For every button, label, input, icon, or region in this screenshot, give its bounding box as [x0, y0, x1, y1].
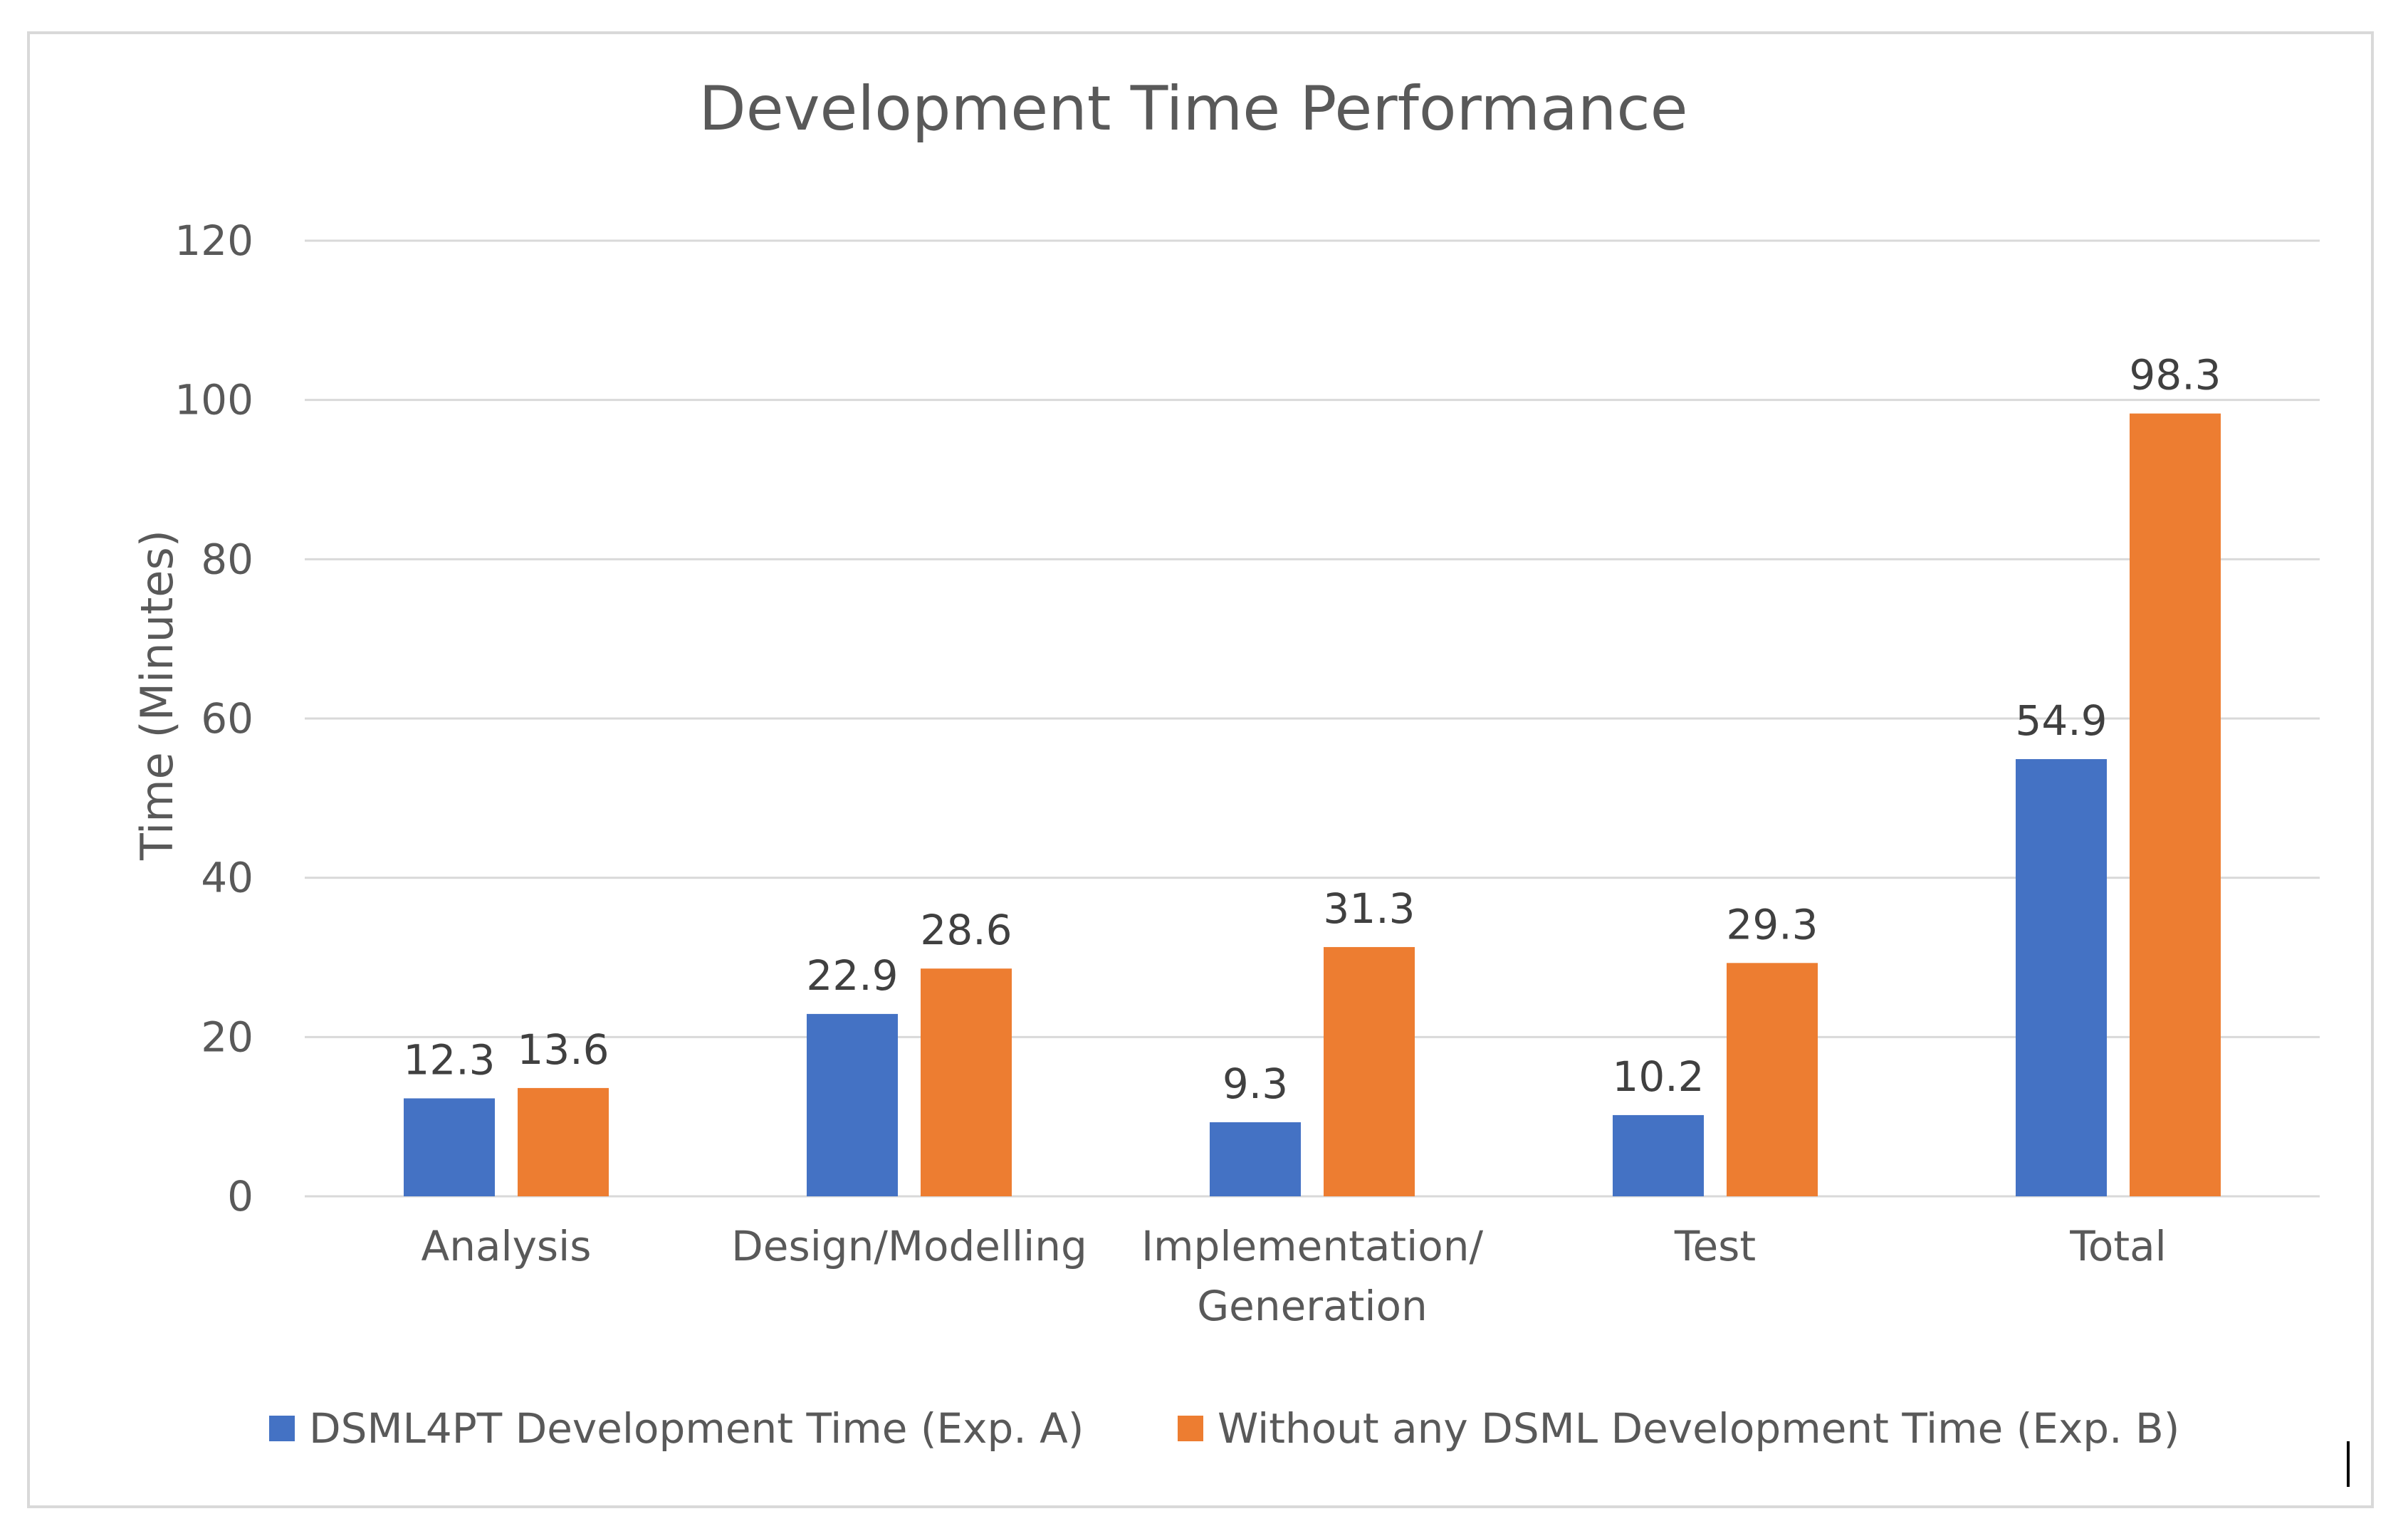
x-category-label: Design/Modelling — [731, 1222, 1087, 1270]
data-label-series2-0: 13.6 — [517, 1025, 609, 1074]
x-category-label: Generation — [1197, 1282, 1428, 1330]
bar-series1-3 — [1613, 1114, 1704, 1196]
bar-series2-3 — [1727, 963, 1818, 1196]
bar-series2-2 — [1324, 946, 1415, 1196]
y-tick-label: 0 — [227, 1172, 253, 1221]
legend-swatch-series2 — [1178, 1416, 1203, 1441]
y-tick-label: 60 — [201, 694, 253, 743]
data-label-series2-4: 98.3 — [2129, 351, 2221, 399]
legend-label-series1: DSML4PT Development Time (Exp. A) — [309, 1404, 1084, 1453]
bar-series2-1 — [921, 968, 1012, 1196]
x-category-label: Analysis — [422, 1222, 592, 1270]
legend: DSML4PT Development Time (Exp. A) Without… — [269, 1404, 2179, 1453]
gridlines — [305, 239, 2320, 1198]
data-label-series1-3: 10.2 — [1612, 1052, 1704, 1101]
data-label-series1-1: 22.9 — [806, 951, 898, 1000]
bars — [404, 413, 2221, 1196]
legend-label-series2: Without any DSML Development Time (Exp. … — [1218, 1404, 2179, 1453]
y-tick-label: 20 — [201, 1013, 253, 1061]
data-label-series2-2: 31.3 — [1323, 884, 1415, 933]
x-category-label: Implementation/ — [1141, 1222, 1484, 1270]
bar-series2-4 — [2130, 413, 2221, 1196]
bar-series2-0 — [518, 1087, 609, 1196]
data-label-series1-4: 54.9 — [2015, 696, 2107, 745]
bar-series1-0 — [404, 1098, 495, 1196]
y-axis-ticks: 0 20 40 60 80 100 120 — [174, 216, 253, 1221]
bar-chart: Development Time Performance Time (Minut… — [131, 73, 2350, 1487]
chart-frame: Development Time Performance Time (Minut… — [27, 31, 2374, 1508]
data-label-series1-2: 9.3 — [1223, 1060, 1288, 1108]
y-tick-label: 80 — [201, 535, 253, 583]
data-label-series2-1: 28.6 — [920, 906, 1012, 954]
bar-series1-2 — [1210, 1122, 1301, 1196]
bar-series1-1 — [807, 1013, 898, 1196]
data-labels: 12.3 13.6 22.9 28.6 9.3 31.3 10.2 29.3 54.9 98.3 — [403, 351, 2221, 1108]
data-label-series2-3: 29.3 — [1726, 900, 1818, 949]
chart-title: Development Time Performance — [698, 73, 1687, 145]
legend-swatch-series1 — [269, 1416, 295, 1441]
y-tick-label: 100 — [174, 376, 253, 424]
x-axis-categories: Analysis Design/Modelling Implementation/G… — [422, 1222, 2167, 1330]
y-axis-title: Time (Minutes) — [131, 530, 183, 861]
y-tick-label: 120 — [174, 216, 253, 265]
x-category-label: Test — [1674, 1222, 1756, 1270]
data-label-series1-0: 12.3 — [403, 1035, 495, 1084]
x-category-label: Total — [2069, 1222, 2166, 1270]
y-tick-label: 40 — [201, 854, 253, 902]
bar-series1-4 — [2016, 759, 2107, 1196]
